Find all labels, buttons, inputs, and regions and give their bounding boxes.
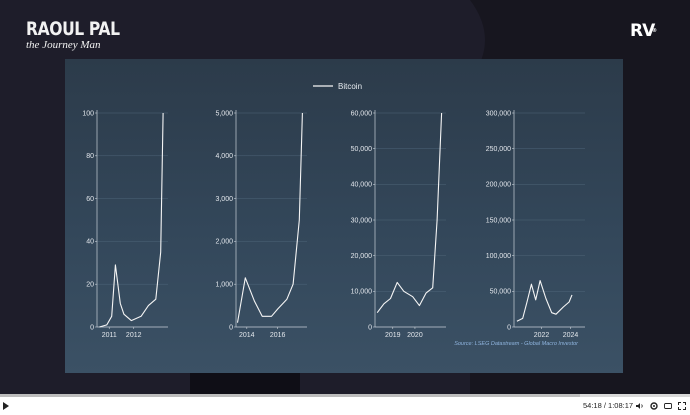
y-tick-label: 60: [86, 196, 94, 203]
x-tick-label: 2012: [126, 332, 142, 339]
settings-icon[interactable]: [650, 402, 658, 410]
progress-bar[interactable]: [0, 394, 690, 397]
series-line-bitcoin: [376, 112, 443, 314]
y-tick-label: 0: [229, 324, 233, 331]
y-tick-label: 50,000: [351, 146, 373, 153]
y-tick-label: 20: [86, 282, 94, 289]
x-tick-label: 2014: [239, 332, 255, 339]
x-tick-label: 2011: [102, 332, 117, 339]
y-tick-label: 200,000: [486, 182, 511, 189]
x-tick-label: 2020: [407, 332, 423, 339]
x-tick-label: 2016: [270, 332, 286, 339]
y-tick-label: 4,000: [215, 153, 233, 160]
y-tick-label: 50,000: [490, 289, 512, 296]
source-note: Source: LSEG Datastream - Global Macro I…: [454, 341, 579, 347]
progress-fill: [0, 394, 580, 397]
y-tick-label: 0: [507, 324, 511, 331]
registered-mark: ®: [652, 28, 657, 34]
y-tick-label: 20,000: [351, 253, 373, 260]
brand-name: RAOUL PAL: [26, 18, 120, 40]
brand-subtitle: the Journey Man: [26, 39, 101, 51]
fullscreen-icon[interactable]: [678, 402, 686, 410]
y-tick-label: 100,000: [486, 253, 511, 260]
brand-logo: RAOUL PAL the Journey Man: [26, 18, 140, 52]
y-tick-label: 0: [90, 324, 94, 331]
series-line-bitcoin: [99, 112, 164, 328]
y-tick-label: 60,000: [351, 110, 373, 117]
y-tick-label: 3,000: [215, 196, 233, 203]
y-tick-label: 250,000: [486, 146, 511, 153]
y-tick-label: 150,000: [486, 217, 511, 224]
y-tick-label: 1,000: [215, 282, 233, 289]
y-tick-label: 0: [368, 324, 372, 331]
y-tick-label: 30,000: [351, 217, 373, 224]
y-tick-label: 5,000: [215, 110, 233, 117]
video-frame[interactable]: RAOUL PAL the Journey Man RV ® Bitcoin So…: [0, 0, 690, 394]
play-icon[interactable]: [3, 402, 9, 410]
captions-icon[interactable]: [664, 402, 672, 410]
rv-logo-text: RV: [630, 21, 655, 41]
player-controls: 54:18 / 1:08:17: [0, 394, 690, 415]
y-tick-label: 80: [86, 153, 94, 160]
y-tick-label: 2,000: [215, 239, 233, 246]
legend-label: Bitcoin: [338, 82, 362, 91]
x-tick-label: 2019: [385, 332, 401, 339]
x-tick-label: 2022: [534, 332, 550, 339]
x-tick-label: 2024: [563, 332, 579, 339]
y-tick-label: 300,000: [486, 110, 511, 117]
volume-icon[interactable]: [636, 402, 644, 410]
series-line-bitcoin: [236, 112, 303, 323]
series-line-bitcoin: [516, 280, 573, 322]
y-tick-label: 100: [82, 110, 94, 117]
bitcoin-charts: Bitcoin Source: LSEG Datastream - Global…: [82, 82, 585, 347]
y-tick-label: 40: [86, 239, 94, 246]
y-tick-label: 40,000: [351, 182, 373, 189]
rv-logo: RV ®: [630, 21, 657, 41]
time-display: 54:18 / 1:08:17: [583, 401, 634, 410]
y-tick-label: 10,000: [351, 289, 373, 296]
chart-slide: Bitcoin Source: LSEG Datastream - Global…: [65, 59, 623, 373]
